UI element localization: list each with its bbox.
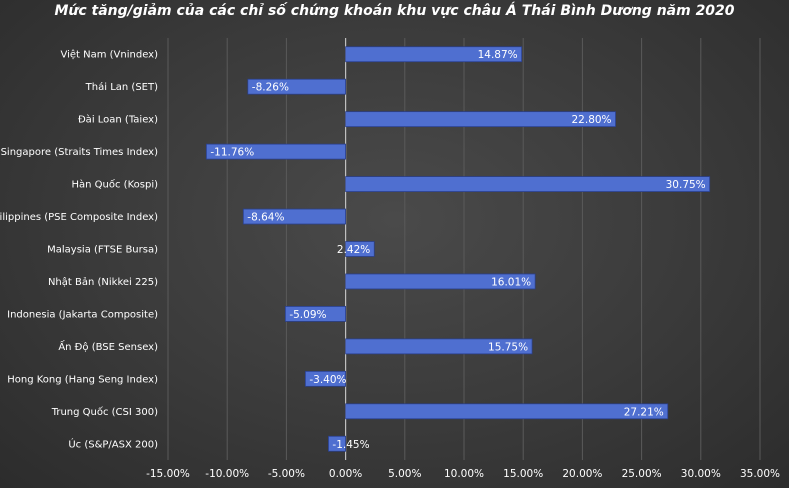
category-label: Úc (S&P/ASX 200): [68, 437, 158, 450]
bar: [345, 111, 616, 128]
bar: [345, 241, 375, 257]
data-label: -1.45%: [332, 439, 369, 451]
category-label: Hàn Quốc (Kospi): [72, 179, 159, 191]
category-label: Đài Loan (Taiex): [78, 114, 158, 126]
x-tick-label: 10.00%: [444, 468, 484, 480]
bar: [247, 78, 347, 95]
bar: [328, 435, 347, 452]
data-label: 14.87%: [478, 49, 518, 61]
data-label: 15.75%: [488, 341, 528, 353]
category-label: Ấn Độ (BSE Sensex): [58, 339, 158, 353]
data-label: 16.01%: [491, 276, 531, 288]
data-label: -8.64%: [247, 212, 284, 224]
data-label: -5.09%: [289, 309, 326, 321]
x-tick-label: 30.00%: [681, 468, 721, 480]
data-label: 30.75%: [666, 179, 706, 191]
bar: [242, 208, 346, 225]
x-tick-label: -5.00%: [268, 468, 305, 480]
bar: [205, 143, 347, 160]
category-label: Thái Lan (SET): [85, 81, 158, 93]
bar: [284, 306, 347, 322]
data-label: 2.42%: [337, 244, 370, 256]
bar: [345, 338, 533, 355]
x-tick-label: 15.00%: [503, 468, 543, 480]
x-tick-label: 0.00%: [329, 468, 362, 480]
bar: [304, 370, 346, 387]
data-label: -3.40%: [309, 374, 346, 386]
bar: [345, 176, 711, 192]
category-label: Indonesia (Jakarta Composite): [7, 309, 158, 320]
data-label: 27.21%: [624, 406, 664, 418]
data-label: -8.26%: [252, 82, 289, 94]
category-label: Hong Kong (Hang Seng Index): [7, 374, 158, 385]
x-tick-label: 35.00%: [740, 468, 780, 480]
category-label: Singapore (Straits Times Index): [1, 147, 159, 158]
x-tick-label: 25.00%: [622, 468, 662, 480]
data-label: -11.76%: [210, 147, 254, 159]
x-tick-label: 5.00%: [388, 468, 421, 480]
chart-title: Mức tăng/giảm của các chỉ số chứng khoán…: [54, 3, 735, 19]
bar: [345, 273, 536, 290]
bar: [345, 46, 523, 63]
category-label: Nhật Bản (Nikkei 225): [48, 276, 158, 288]
category-label: Việt Nam (Vnindex): [60, 49, 158, 61]
category-label: Malaysia (FTSE Bursa): [47, 245, 158, 256]
x-tick-label: -10.00%: [205, 468, 249, 480]
category-label: Trung Quốc (CSI 300): [51, 406, 158, 418]
category-label: Philippines (PSE Composite Index): [0, 212, 158, 223]
x-tick-label: 20.00%: [562, 468, 602, 480]
data-label: 22.80%: [572, 114, 612, 126]
x-tick-label: -15.00%: [146, 468, 190, 480]
bar: [345, 403, 669, 420]
